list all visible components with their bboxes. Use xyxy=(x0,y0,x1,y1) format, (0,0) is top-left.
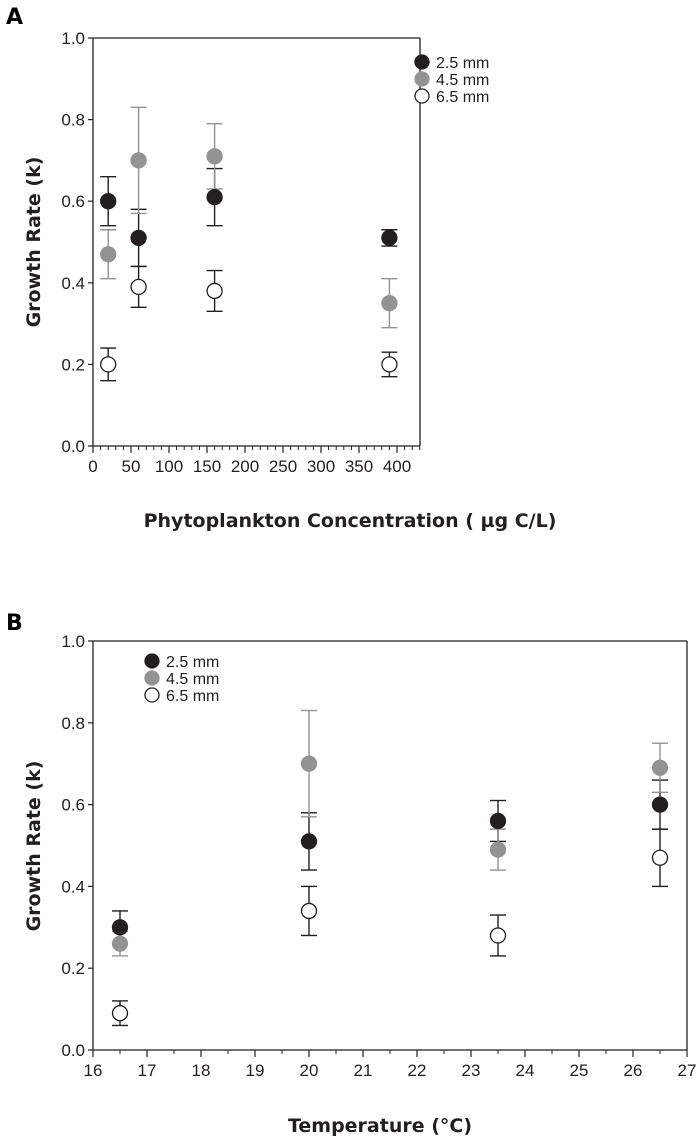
y-tick-label-a: 0.6 xyxy=(61,192,85,211)
data-point-b-s2 xyxy=(651,849,669,866)
data-point-b-s2 xyxy=(111,1005,129,1022)
x-tick-label-a: 0 xyxy=(88,457,97,476)
data-point-a-s2 xyxy=(130,278,147,296)
x-tick-label-b: 22 xyxy=(408,1061,427,1080)
y-tick-label-a: 1.0 xyxy=(61,29,85,48)
data-point-b-s2 xyxy=(300,902,318,920)
data-point-a-s1 xyxy=(100,246,117,263)
plot-a: 0.0 0.2 0.4 0.6 0.8 1.0 0 50 100 150 200 250 300 350 4… xyxy=(61,29,489,476)
x-tick-label-b: 20 xyxy=(300,1061,319,1080)
y-axis-label-a: Growth Rate (k) xyxy=(23,157,45,328)
x-axis-label-a: Phytoplankton Concentration ( µg C/L) xyxy=(144,510,557,532)
x-tick-label-b: 24 xyxy=(516,1061,535,1080)
panel-label-a: A xyxy=(6,5,23,30)
data-point-a-s0 xyxy=(381,229,398,247)
y-tick-label-b: 0.2 xyxy=(61,959,85,978)
data-point-b-s0 xyxy=(111,919,129,936)
data-point-a-s0 xyxy=(206,188,223,206)
y-tick-label-b: 0.4 xyxy=(61,877,85,896)
data-point-a-s2 xyxy=(100,356,117,373)
x-tick-label-b: 23 xyxy=(462,1061,481,1080)
x-tick-label-b: 27 xyxy=(678,1061,697,1080)
y-tick-label-a: 0.8 xyxy=(61,111,85,130)
data-point-a-s1 xyxy=(206,148,223,165)
x-axis-label-b: Temperature (°C) xyxy=(288,1115,472,1137)
legend-label-b-s2: 6.5 mm xyxy=(166,688,219,705)
x-tick-label-a: 300 xyxy=(307,457,335,476)
legend-label-a-s1: 4.5 mm xyxy=(436,72,489,89)
x-tick-label-a: 200 xyxy=(231,457,259,476)
y-tick-label-a: 0.2 xyxy=(61,355,85,374)
y-tick-label-b: 0.6 xyxy=(61,796,85,815)
x-tick-label-a: 150 xyxy=(193,457,221,476)
legend-marker-b-s1 xyxy=(144,670,160,686)
legend-label-a-s0: 2.5 mm xyxy=(436,55,489,72)
y-tick-label-a: 0.0 xyxy=(61,437,85,456)
data-point-b-s1 xyxy=(111,935,129,952)
y-axis-label-b: Growth Rate (k) xyxy=(23,761,45,932)
data-point-b-s1 xyxy=(489,841,507,858)
legend-label-b-s1: 4.5 mm xyxy=(166,671,219,688)
data-point-b-s0 xyxy=(651,796,669,813)
legend-label-a-s2: 6.5 mm xyxy=(436,89,489,106)
data-point-b-s2 xyxy=(489,927,507,944)
y-tick-label-a: 0.4 xyxy=(61,274,85,293)
x-tick-label-b: 19 xyxy=(246,1061,265,1080)
y-tick-label-b: 0.0 xyxy=(61,1041,85,1060)
data-point-b-s0 xyxy=(489,812,507,830)
legend-marker-a-s0 xyxy=(414,54,430,70)
x-tick-label-a: 350 xyxy=(345,457,373,476)
plot-b: 0.0 0.2 0.4 0.6 0.8 1.0 16 17 18 19 20 21 22 23 24 25 26… xyxy=(61,632,696,1080)
x-tick-label-a: 250 xyxy=(269,457,297,476)
x-tick-label-b: 17 xyxy=(138,1061,157,1080)
data-point-a-s2 xyxy=(381,356,398,373)
x-tick-label-b: 18 xyxy=(192,1061,211,1080)
y-tick-label-b: 1.0 xyxy=(61,632,85,651)
x-tick-label-b: 21 xyxy=(354,1061,373,1080)
x-tick-label-a: 50 xyxy=(122,457,141,476)
legend-marker-b-s2 xyxy=(144,687,160,703)
y-tick-label-b: 0.8 xyxy=(61,714,85,733)
data-point-b-s1 xyxy=(300,755,318,772)
data-point-b-s1 xyxy=(651,759,669,776)
x-tick-label-b: 16 xyxy=(84,1061,103,1080)
data-point-a-s0 xyxy=(130,229,147,247)
legend-marker-a-s1 xyxy=(414,71,430,87)
panel-label-b: B xyxy=(6,611,23,636)
legend-label-b-s0: 2.5 mm xyxy=(166,654,219,671)
data-point-a-s2 xyxy=(206,282,223,300)
legend-marker-a-s2 xyxy=(414,88,430,104)
x-tick-label-a: 100 xyxy=(155,457,183,476)
x-tick-label-b: 25 xyxy=(570,1061,589,1080)
legend-marker-b-s0 xyxy=(144,653,160,669)
x-tick-label-b: 26 xyxy=(624,1061,643,1080)
data-point-a-s1 xyxy=(130,152,147,169)
data-point-a-s0 xyxy=(100,193,117,210)
x-tick-label-a: 400 xyxy=(383,457,411,476)
data-point-a-s1 xyxy=(381,295,398,312)
data-point-b-s0 xyxy=(300,833,318,850)
